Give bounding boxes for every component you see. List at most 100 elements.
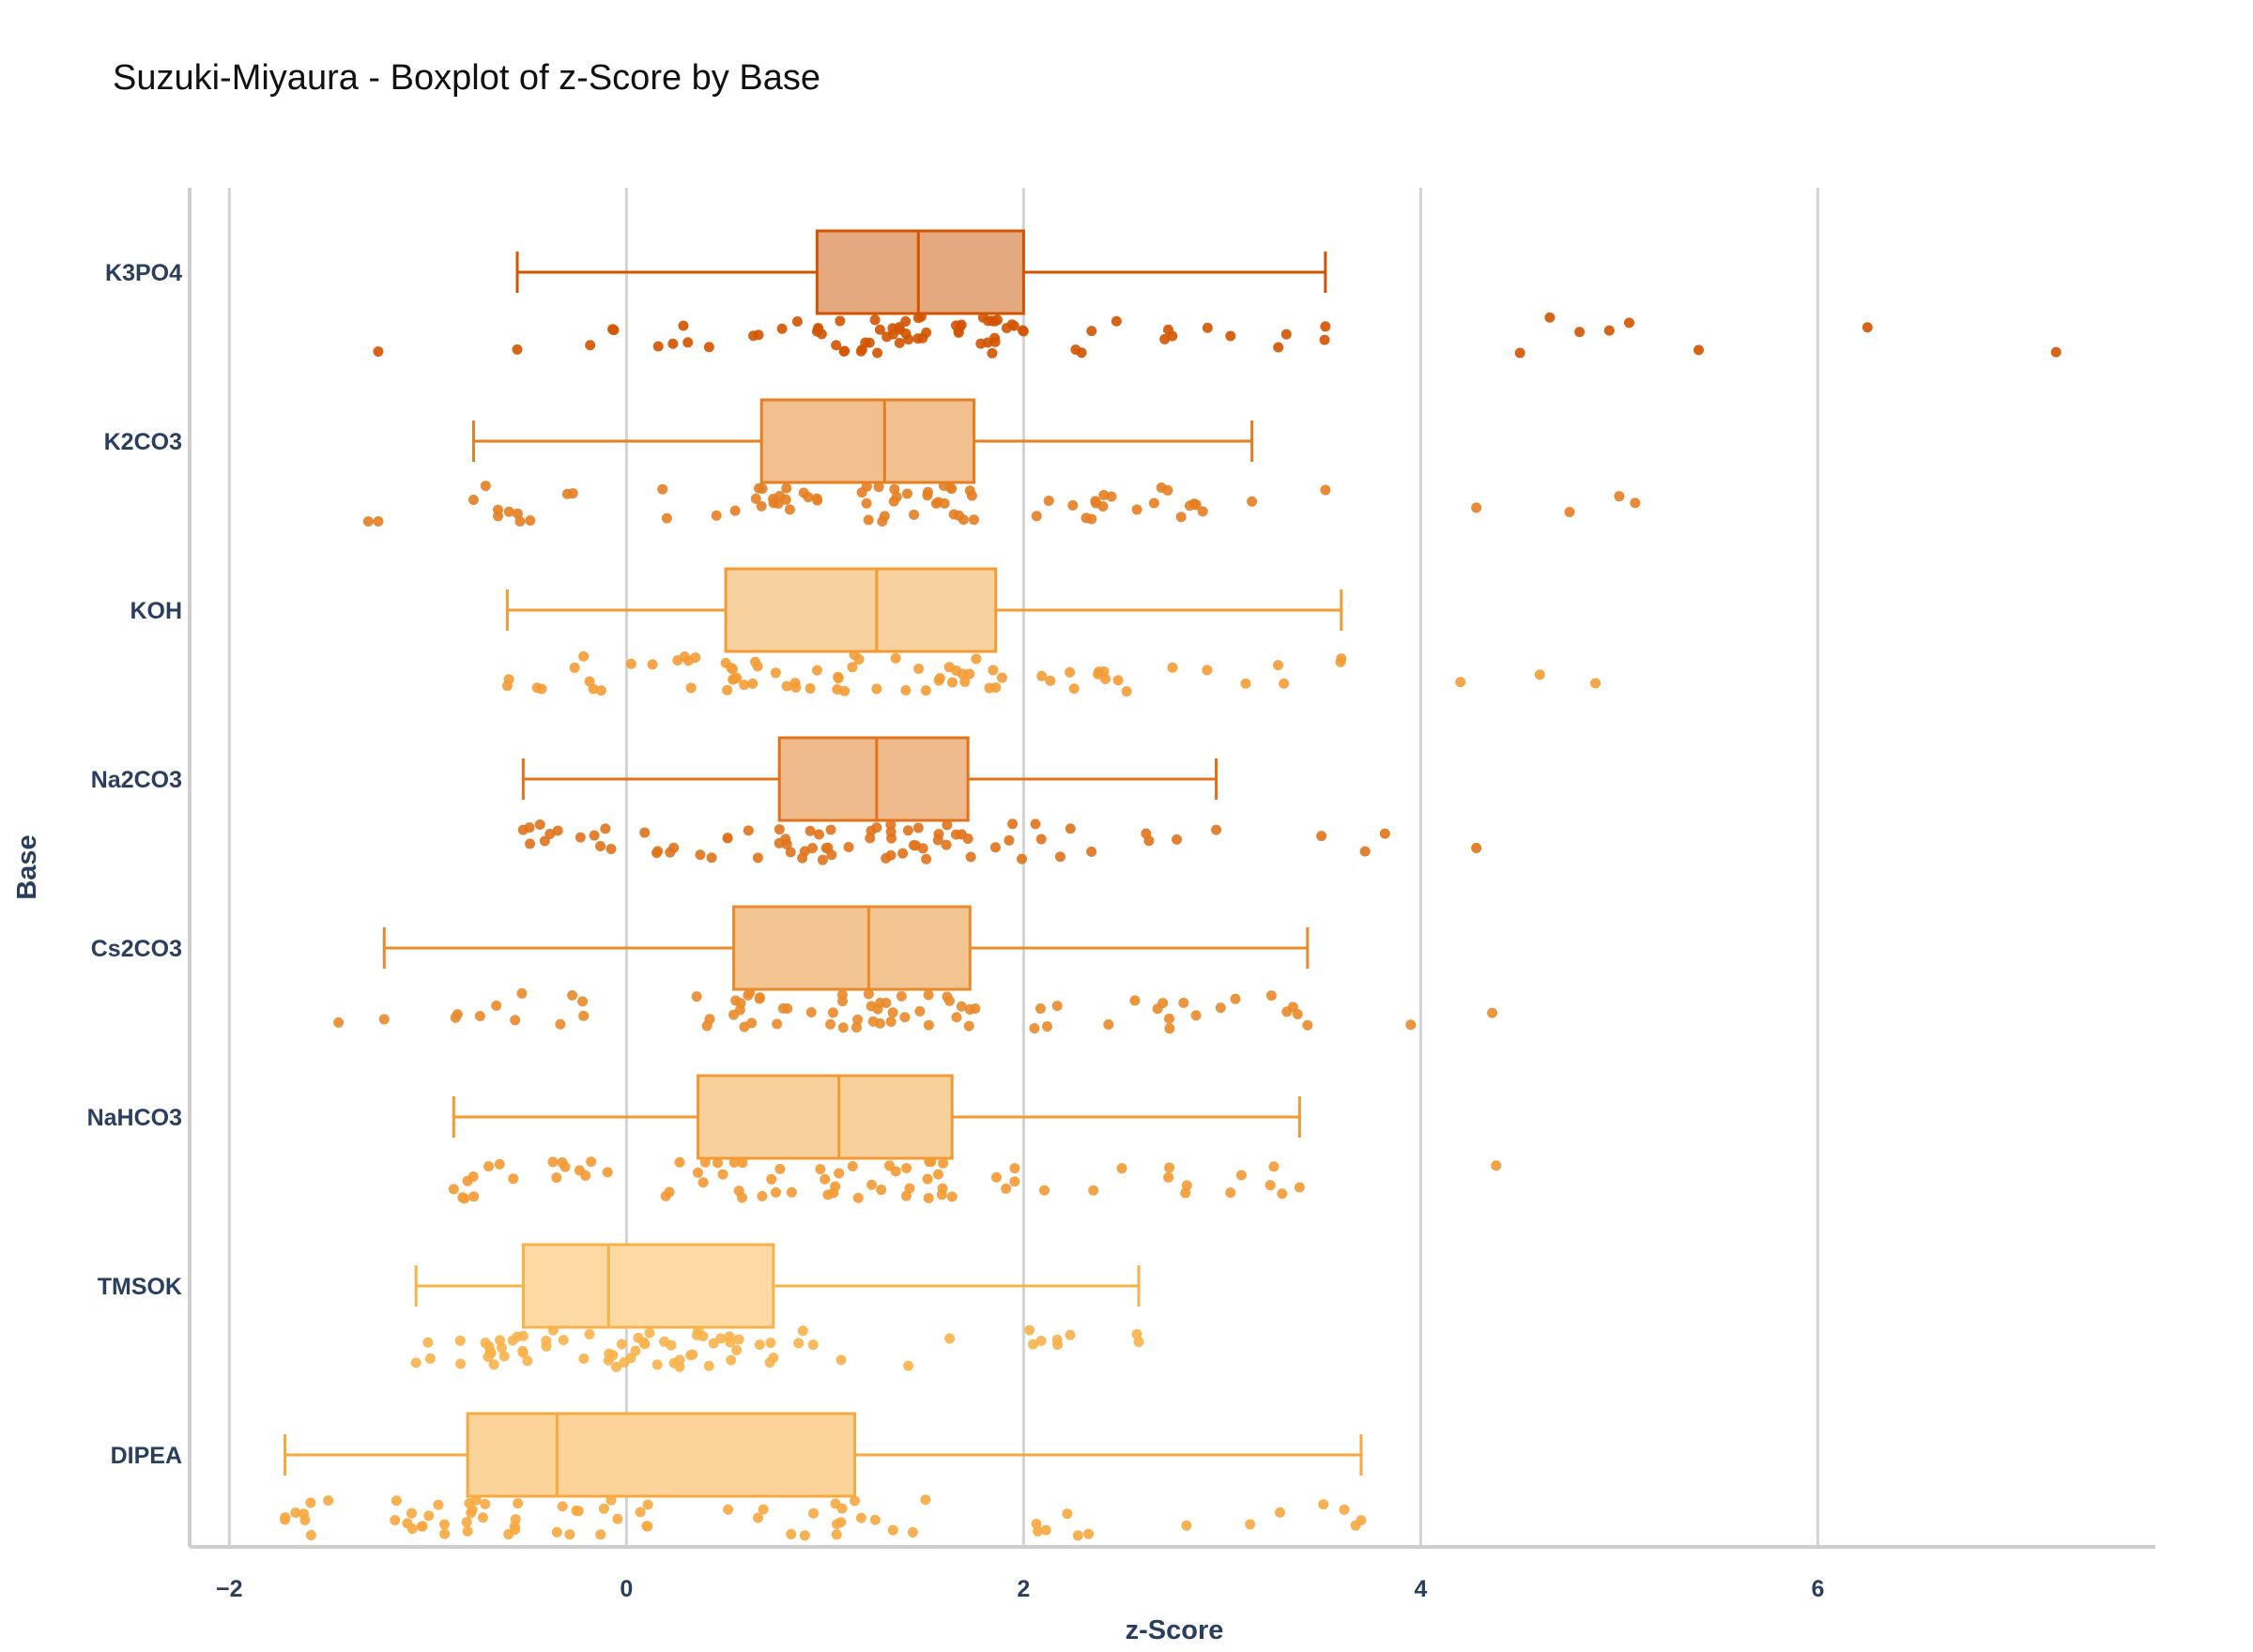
data-point	[660, 1190, 671, 1201]
data-point	[785, 847, 796, 858]
data-point	[659, 1336, 670, 1347]
data-point	[913, 664, 925, 675]
data-point	[639, 827, 651, 838]
data-point	[956, 1001, 967, 1012]
box-iqr	[521, 1243, 775, 1329]
label-layer: −2 0 2 4 6 K3PO4 K2CO3 KOH Na2CO3 Cs2CO3 NaHCO3 TMS…	[87, 260, 1825, 1602]
data-point	[661, 512, 672, 524]
data-point	[578, 1010, 590, 1021]
data-point	[1062, 1508, 1073, 1520]
data-point	[1356, 1515, 1367, 1526]
data-point	[827, 1007, 838, 1018]
data-point	[712, 1157, 723, 1169]
data-point	[1225, 330, 1236, 342]
data-point	[1164, 1162, 1175, 1173]
data-point	[674, 1361, 685, 1372]
data-point	[1281, 1006, 1293, 1017]
data-point	[1614, 491, 1625, 502]
data-point	[1007, 818, 1019, 830]
data-point	[595, 840, 606, 851]
data-point	[968, 514, 979, 526]
data-point	[921, 327, 932, 338]
data-point	[728, 1156, 740, 1168]
data-point	[598, 1503, 609, 1514]
data-point	[736, 1192, 747, 1203]
data-point	[692, 1167, 703, 1178]
data-point	[657, 483, 668, 495]
data-point	[474, 1011, 485, 1022]
y-tick-label: K3PO4	[105, 260, 182, 286]
data-point	[1185, 500, 1196, 512]
data-point	[1067, 499, 1079, 511]
data-point	[667, 338, 679, 349]
data-point	[807, 1339, 819, 1351]
data-point	[996, 672, 1007, 683]
data-point	[863, 514, 874, 526]
data-point	[773, 497, 784, 509]
data-point	[1086, 846, 1097, 857]
data-point	[881, 997, 892, 1008]
data-point	[731, 1344, 743, 1355]
data-point	[455, 1358, 467, 1369]
data-point	[480, 1498, 491, 1509]
data-point	[1534, 669, 1545, 681]
data-point	[1045, 675, 1056, 686]
data-point	[1156, 482, 1167, 494]
data-point	[757, 1190, 768, 1201]
data-point	[691, 991, 702, 1002]
data-point	[1035, 1002, 1046, 1014]
data-point	[932, 1169, 943, 1180]
data-point	[851, 1022, 862, 1033]
data-point	[704, 1014, 715, 1025]
data-point	[603, 1354, 614, 1366]
data-point	[373, 345, 384, 357]
data-point	[942, 819, 953, 831]
data-point	[1083, 1528, 1095, 1539]
data-point	[703, 342, 714, 353]
data-point	[1316, 831, 1327, 842]
data-point	[894, 337, 905, 348]
data-point	[1103, 1018, 1114, 1030]
data-point	[571, 1505, 582, 1516]
data-point	[1152, 1003, 1163, 1015]
data-point	[757, 483, 768, 495]
data-point	[873, 482, 884, 493]
data-point	[450, 1012, 461, 1023]
data-point	[510, 1514, 521, 1525]
data-point	[305, 1497, 316, 1508]
data-point	[557, 1501, 568, 1512]
box-iqr	[724, 567, 998, 653]
data-point	[922, 490, 933, 501]
data-point	[939, 497, 950, 509]
data-point	[406, 1523, 418, 1535]
data-point	[758, 1504, 769, 1515]
data-point	[480, 481, 491, 492]
data-point	[438, 1519, 450, 1530]
data-point	[912, 313, 924, 324]
data-point	[923, 989, 934, 1001]
data-point	[881, 852, 892, 864]
data-point	[837, 1022, 849, 1033]
data-point	[608, 325, 620, 336]
data-point	[946, 1191, 958, 1202]
data-point	[896, 990, 907, 1002]
data-point	[424, 1353, 436, 1364]
data-point	[1036, 670, 1048, 681]
data-point	[1273, 342, 1284, 353]
box-iqr	[696, 1074, 954, 1160]
data-point	[1016, 853, 1027, 864]
data-point	[879, 511, 890, 522]
data-point	[923, 1019, 934, 1031]
data-point	[552, 825, 563, 836]
data-point	[1319, 334, 1330, 345]
data-point	[869, 314, 881, 326]
data-point	[625, 1353, 636, 1364]
data-point	[503, 1529, 514, 1540]
data-point	[1031, 511, 1042, 522]
data-point	[600, 823, 611, 834]
data-point	[685, 682, 697, 694]
data-point	[774, 1163, 786, 1174]
data-point	[934, 672, 945, 683]
x-tick-label: −2	[216, 1576, 243, 1602]
data-point	[1630, 497, 1641, 509]
